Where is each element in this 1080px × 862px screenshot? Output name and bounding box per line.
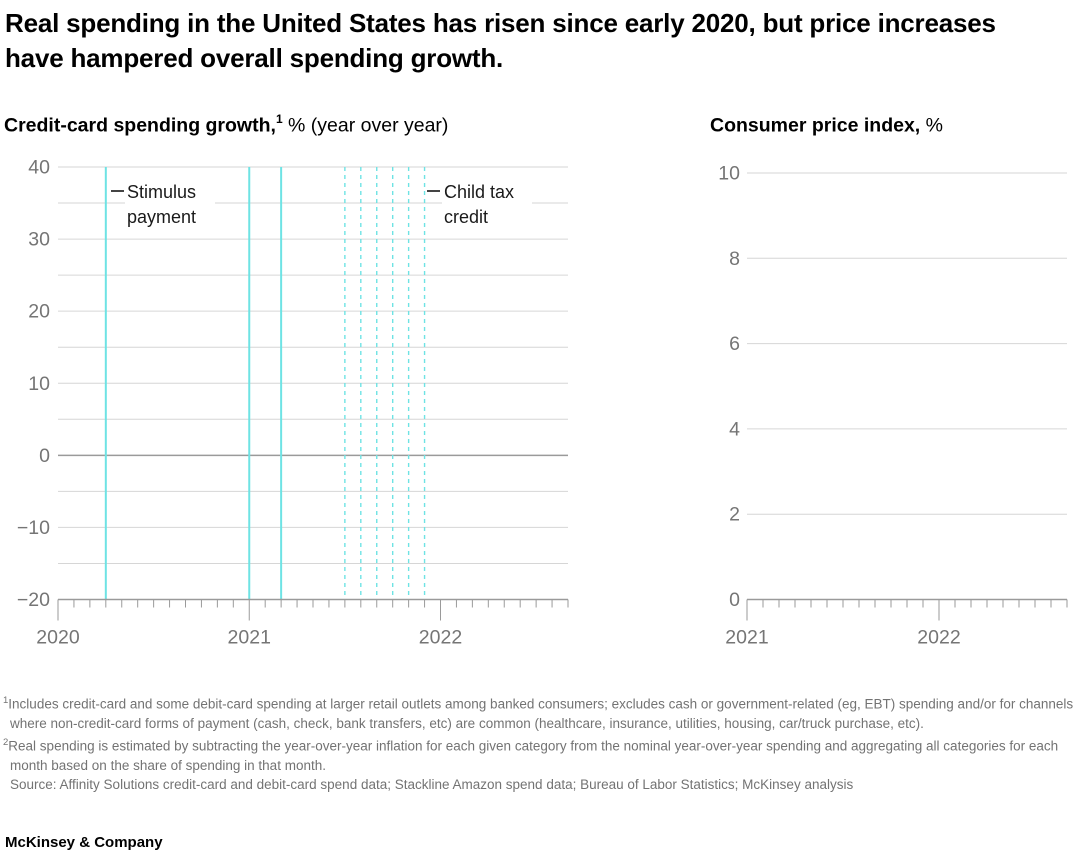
footnote-1-text: Includes credit-card and some debit-card… <box>8 696 1074 731</box>
left-chart-title-unit: % (year over year) <box>282 114 449 137</box>
y-tick-label: 4 <box>729 418 740 440</box>
annotation-child-tax-credit: Child tax credit <box>442 180 532 230</box>
annotation-connector-stimulus <box>111 190 124 192</box>
x-tick-label: 2021 <box>725 627 768 649</box>
x-tick-label: 2022 <box>419 627 462 649</box>
y-tick-label: 10 <box>718 163 740 185</box>
source-line: Source: Affinity Solutions credit-card a… <box>10 776 854 792</box>
consumer-price-index-chart: 2021 2022 10 8 6 4 2 0 <box>718 163 1068 649</box>
x-tick-label: 2021 <box>228 627 271 649</box>
annotation-connector-child-tax <box>427 190 440 192</box>
annotation-stimulus-payment: Stimulus payment <box>125 180 215 230</box>
y-tick-label: 2 <box>729 504 740 526</box>
right-chart-title: Consumer price index, % <box>710 113 943 138</box>
y-tick-label: 8 <box>729 248 740 270</box>
y-tick-label: 10 <box>28 373 50 395</box>
y-tick-label: −20 <box>17 589 50 611</box>
y-tick-label: −10 <box>17 517 50 539</box>
left-chart-title-bold: Credit-card spending growth, <box>4 114 276 137</box>
y-tick-label: 30 <box>28 229 50 251</box>
footnote-2-marker: 2 <box>3 736 9 748</box>
y-tick-label: 6 <box>729 333 740 355</box>
right-chart-title-bold: Consumer price index, <box>710 114 921 137</box>
credit-card-spending-chart: 2020 2021 2022 40 30 20 10 0 −10 −20 <box>17 157 569 649</box>
footnote-2-text: Real spending is estimated by subtractin… <box>8 738 1059 773</box>
y-tick-label: 40 <box>28 157 50 179</box>
mckinsey-logo: McKinsey & Company <box>5 834 163 851</box>
x-tick-label: 2022 <box>917 627 960 649</box>
y-tick-label: 20 <box>28 301 50 323</box>
footnote-2: 2Real spending is estimated by subtracti… <box>3 733 1077 775</box>
footnotes: 1Includes credit-card and some debit-car… <box>3 691 1077 794</box>
footnote-marker-1-ref: 1 <box>275 112 283 126</box>
right-chart-title-unit: % <box>920 114 943 137</box>
x-tick-label: 2020 <box>36 627 80 649</box>
footnote-1-marker: 1 <box>3 695 9 706</box>
exhibit-title: Real spending in the United States has r… <box>5 8 996 73</box>
y-tick-label: 0 <box>729 589 740 611</box>
footnote-1: 1Includes credit-card and some debit-car… <box>3 691 1077 733</box>
left-chart-title: Credit-card spending growth,1 % (year ov… <box>4 112 449 138</box>
y-tick-label: 0 <box>39 445 50 467</box>
